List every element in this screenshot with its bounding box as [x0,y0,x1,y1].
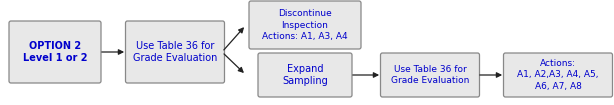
FancyBboxPatch shape [258,53,352,97]
FancyBboxPatch shape [381,53,480,97]
Text: Use Table 36 for
Grade Evaluation: Use Table 36 for Grade Evaluation [391,65,469,85]
FancyBboxPatch shape [125,21,225,83]
Text: Expand
Sampling: Expand Sampling [282,64,328,86]
FancyBboxPatch shape [249,1,361,49]
Text: Discontinue
Inspection
Actions: A1, A3, A4: Discontinue Inspection Actions: A1, A3, … [262,9,348,41]
FancyBboxPatch shape [503,53,613,97]
Text: Use Table 36 for
Grade Evaluation: Use Table 36 for Grade Evaluation [133,41,217,63]
Text: Actions:
A1, A2,A3, A4, A5,
A6, A7, A8: Actions: A1, A2,A3, A4, A5, A6, A7, A8 [517,59,599,91]
Text: OPTION 2
Level 1 or 2: OPTION 2 Level 1 or 2 [23,41,87,63]
FancyBboxPatch shape [9,21,101,83]
